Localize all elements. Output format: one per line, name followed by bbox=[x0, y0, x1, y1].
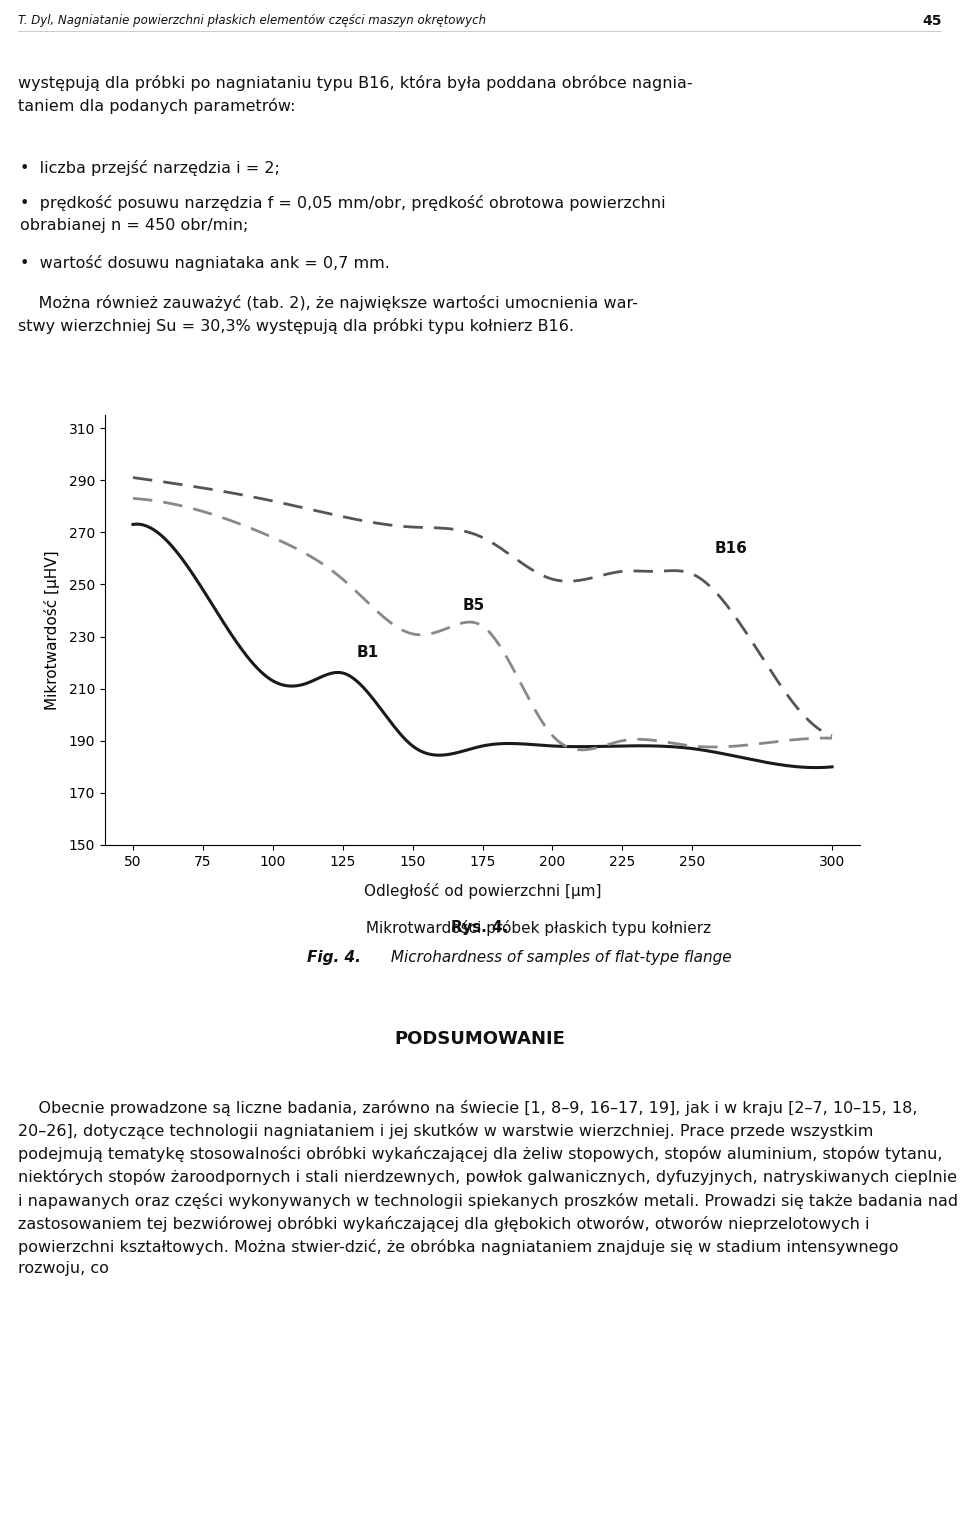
Text: Mikrotwardości próbek płaskich typu kołnierz: Mikrotwardości próbek płaskich typu kołn… bbox=[361, 920, 710, 935]
Text: Rys. 4.: Rys. 4. bbox=[451, 920, 509, 935]
Text: 45: 45 bbox=[923, 14, 942, 28]
Text: •  prędkość posuwu narzędzia f = 0,05 mm/obr, prędkość obrotowa powierzchni
obra: • prędkość posuwu narzędzia f = 0,05 mm/… bbox=[20, 194, 665, 233]
Text: B16: B16 bbox=[714, 540, 748, 556]
Text: Fig. 4.: Fig. 4. bbox=[307, 951, 361, 965]
Text: Można również zauważyć (tab. 2), że największe wartości umocnienia war-
stwy wie: Można również zauważyć (tab. 2), że najw… bbox=[18, 295, 638, 334]
Text: Odległość od powierzchni [µm]: Odległość od powierzchni [µm] bbox=[364, 883, 601, 899]
Text: T. Dyl, Nagniatanie powierzchni płaskich elementów części maszyn okrętowych: T. Dyl, Nagniatanie powierzchni płaskich… bbox=[18, 14, 486, 28]
Text: występują dla próbki po nagniataniu typu B16, która była poddana obróbce nagnia-: występują dla próbki po nagniataniu typu… bbox=[18, 75, 692, 115]
Text: PODSUMOWANIE: PODSUMOWANIE bbox=[395, 1030, 565, 1049]
Text: •  wartość dosuwu nagniataka ank = 0,7 mm.: • wartość dosuwu nagniataka ank = 0,7 mm… bbox=[20, 256, 390, 271]
Text: Obecnie prowadzone są liczne badania, zarówno na świecie [1, 8–9, 16–17, 19], ja: Obecnie prowadzone są liczne badania, za… bbox=[18, 1099, 958, 1277]
Text: B5: B5 bbox=[463, 599, 485, 614]
Text: •  liczba przejść narzędzia i = 2;: • liczba przejść narzędzia i = 2; bbox=[20, 161, 280, 176]
Text: Microhardness of samples of flat-type flange: Microhardness of samples of flat-type fl… bbox=[386, 951, 732, 965]
Y-axis label: Mikrotwardość [µHV]: Mikrotwardość [µHV] bbox=[44, 550, 60, 710]
Text: B1: B1 bbox=[357, 646, 379, 660]
